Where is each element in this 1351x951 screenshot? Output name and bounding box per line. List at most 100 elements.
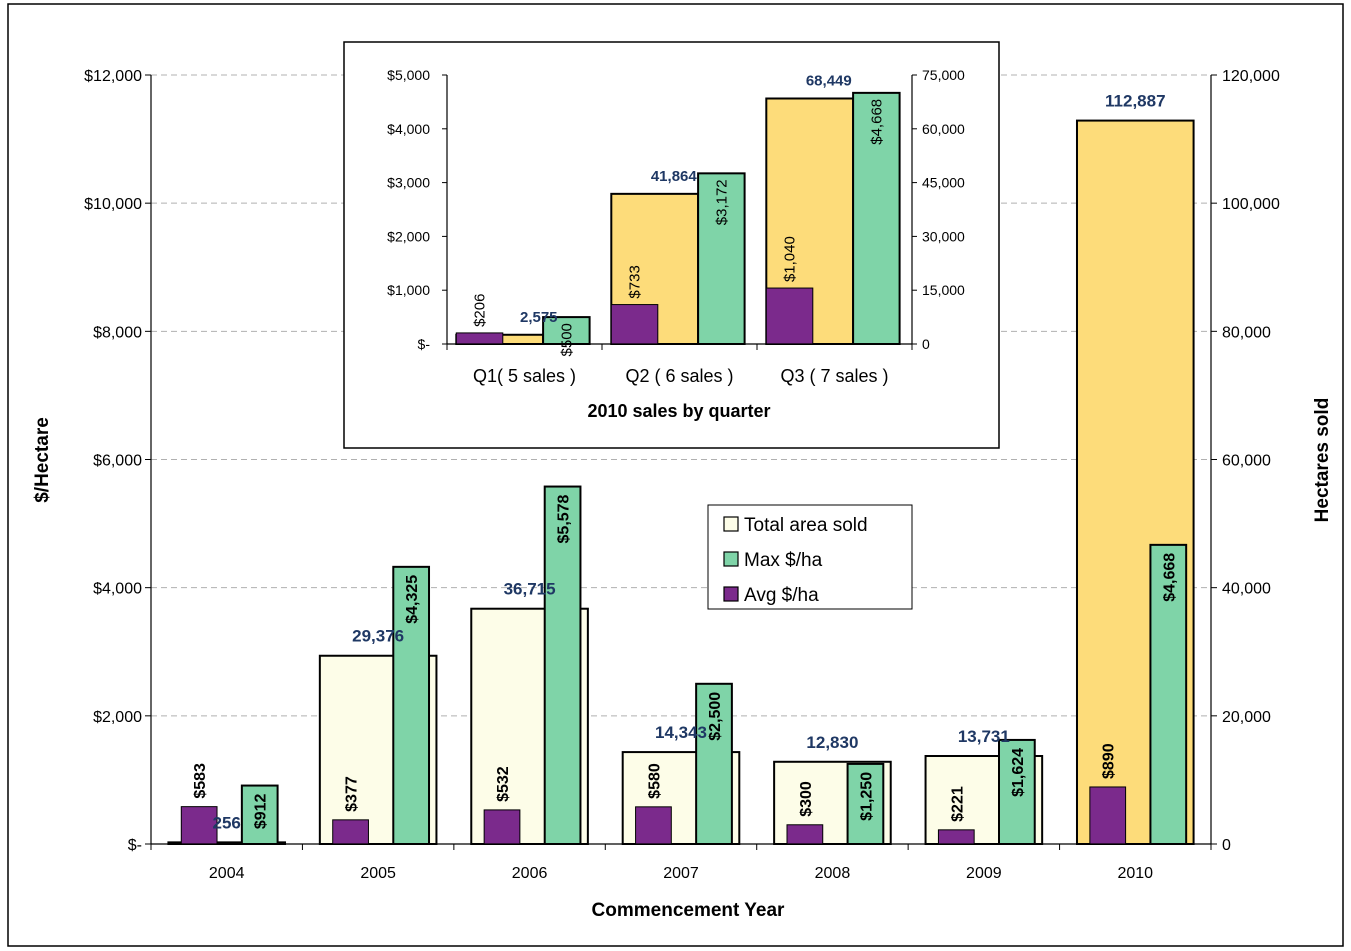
max-bar bbox=[846, 762, 885, 845]
avg-bar bbox=[786, 824, 824, 845]
avg-bar bbox=[483, 809, 521, 845]
y-tick-label: $12,000 bbox=[84, 68, 142, 85]
legend-swatch bbox=[723, 516, 739, 532]
max-value-label: $4,668 bbox=[1161, 553, 1178, 602]
legend-swatch bbox=[723, 586, 739, 602]
y-tick-label: $10,000 bbox=[84, 196, 142, 213]
y-tick-label: $8,000 bbox=[93, 324, 142, 341]
legend-label: Max $/ha bbox=[744, 550, 823, 571]
inset-x-tick-label: Q2 ( 6 sales ) bbox=[625, 366, 733, 386]
avg-value-label: $532 bbox=[495, 766, 512, 802]
avg-bar bbox=[180, 806, 218, 845]
inset-max-value-label: $3,172 bbox=[713, 179, 730, 225]
avg-value-label: $300 bbox=[798, 781, 815, 817]
inset-avg-value-label: $1,040 bbox=[782, 236, 799, 282]
main-data-labels: 256$583 $912 29,376 $377 $4,325 36,715 $532 $5,… bbox=[192, 92, 1178, 833]
y-right-tick-label: 100,000 bbox=[1222, 196, 1280, 213]
inset-y-tick-label: $4,000 bbox=[387, 121, 430, 137]
inset-area-value-label: 2,575 bbox=[520, 309, 558, 326]
x-tick-label: 2008 bbox=[815, 865, 851, 882]
area-value-label: 112,887 bbox=[1105, 92, 1166, 111]
area-value-label: 36,715 bbox=[504, 580, 556, 599]
inset-avg-value-label: $733 bbox=[627, 265, 644, 298]
inset-y-right-tick-label: 75,000 bbox=[922, 67, 965, 83]
x-tick-label: 2005 bbox=[360, 865, 396, 882]
inset-y-right-tick-label: 45,000 bbox=[922, 175, 965, 191]
avg-bar bbox=[1089, 786, 1127, 845]
legend-swatch bbox=[723, 551, 739, 567]
inset-avg-bar bbox=[765, 287, 814, 345]
avg-value-label: $221 bbox=[949, 786, 966, 822]
inset-avg-value-label: $206 bbox=[472, 294, 489, 327]
area-value-label: 29,376 bbox=[352, 627, 404, 646]
x-axis-title: Commencement Year bbox=[592, 900, 786, 921]
legend-label: Avg $/ha bbox=[744, 585, 819, 606]
legend: Total area sold Max $/ha Avg $/ha bbox=[707, 504, 913, 610]
max-bar bbox=[1149, 543, 1188, 845]
inset-area-value-label: 68,449 bbox=[806, 72, 852, 89]
inset-area-value-label: 41,864 bbox=[651, 168, 698, 185]
inset-max-bar bbox=[542, 316, 591, 346]
inset-chart: 2,575 $206 $500 41,864 $733 $3,172 68,449 $1,04… bbox=[343, 41, 1000, 449]
inset-avg-bar bbox=[610, 304, 659, 345]
avg-bar bbox=[937, 829, 975, 845]
y-right-tick-label: 120,000 bbox=[1222, 68, 1280, 85]
y-right-tick-label: 0 bbox=[1222, 837, 1231, 854]
avg-value-label: $377 bbox=[344, 776, 361, 812]
inset-max-value-label: $4,668 bbox=[868, 99, 885, 145]
max-value-label: $2,500 bbox=[707, 692, 724, 741]
inset-y-tick-label: $3,000 bbox=[387, 175, 430, 191]
avg-value-label: $583 bbox=[192, 763, 209, 799]
inset-max-bar bbox=[852, 91, 901, 345]
area-value-label: 14,343 bbox=[655, 723, 707, 742]
max-value-label: $912 bbox=[253, 793, 270, 829]
max-value-label: $5,578 bbox=[556, 494, 573, 543]
x-tick-label: 2007 bbox=[663, 865, 699, 882]
y-tick-label: $- bbox=[128, 837, 142, 854]
y-axis-right-title: Hectares sold bbox=[1312, 398, 1333, 523]
max-value-label: $1,250 bbox=[858, 772, 875, 821]
max-value-label: $4,325 bbox=[404, 575, 421, 624]
inset-y-right-tick-label: 30,000 bbox=[922, 228, 965, 244]
y-tick-label: $2,000 bbox=[93, 709, 142, 726]
x-tick-label: 2009 bbox=[966, 865, 1002, 882]
inset-y-right-tick-label: 0 bbox=[922, 336, 930, 352]
x-tick-label: 2006 bbox=[512, 865, 548, 882]
legend-label: Total area sold bbox=[744, 515, 868, 536]
avg-value-label: $890 bbox=[1101, 743, 1118, 779]
area-value-label: 256 bbox=[213, 813, 241, 832]
x-tick-label: 2010 bbox=[1117, 865, 1153, 882]
inset-y-right-tick-label: 15,000 bbox=[922, 282, 965, 298]
inset-y-tick-label: $1,000 bbox=[387, 282, 430, 298]
inset-axes: $- $1,000 $2,000 $3,000 $4,000 $5,000 0 15,000 3… bbox=[387, 67, 965, 386]
inset-y-right-tick-label: 60,000 bbox=[922, 121, 965, 137]
main-axes: $- $2,000 $4,000 $6,000 $8,000 $10,000 $12,000… bbox=[84, 68, 1280, 882]
avg-bar bbox=[635, 806, 672, 845]
y-right-tick-label: 60,000 bbox=[1222, 453, 1271, 470]
y-right-tick-label: 80,000 bbox=[1222, 324, 1271, 341]
inset-title: 2010 sales by quarter bbox=[587, 401, 770, 421]
inset-avg-bar bbox=[455, 332, 504, 345]
max-bar bbox=[240, 784, 279, 846]
area-value-label: 13,731 bbox=[958, 727, 1010, 746]
max-value-label: $1,624 bbox=[1010, 748, 1027, 797]
y-right-tick-label: 20,000 bbox=[1222, 709, 1271, 726]
inset-y-tick-label: $2,000 bbox=[387, 228, 430, 244]
inset-max-value-label: $500 bbox=[558, 323, 575, 356]
y-axis-title: $/Hectare bbox=[32, 417, 53, 503]
y-right-tick-label: 40,000 bbox=[1222, 581, 1271, 598]
max-bar bbox=[392, 565, 431, 846]
inset-data-labels: 2,575 $206 $500 41,864 $733 $3,172 68,449 $1,04… bbox=[472, 72, 886, 356]
avg-value-label: $580 bbox=[646, 763, 663, 799]
inset-y-tick-label: $5,000 bbox=[387, 67, 430, 83]
avg-bar bbox=[332, 819, 369, 845]
area-value-label: 12,830 bbox=[806, 733, 858, 752]
inset-y-tick-label: $- bbox=[418, 336, 431, 352]
y-tick-label: $6,000 bbox=[93, 453, 142, 470]
y-tick-label: $4,000 bbox=[93, 581, 142, 598]
inset-bars bbox=[455, 91, 901, 346]
inset-x-tick-label: Q1( 5 sales ) bbox=[473, 366, 576, 386]
inset-x-tick-label: Q3 ( 7 sales ) bbox=[780, 366, 888, 386]
legend-box bbox=[707, 504, 913, 610]
